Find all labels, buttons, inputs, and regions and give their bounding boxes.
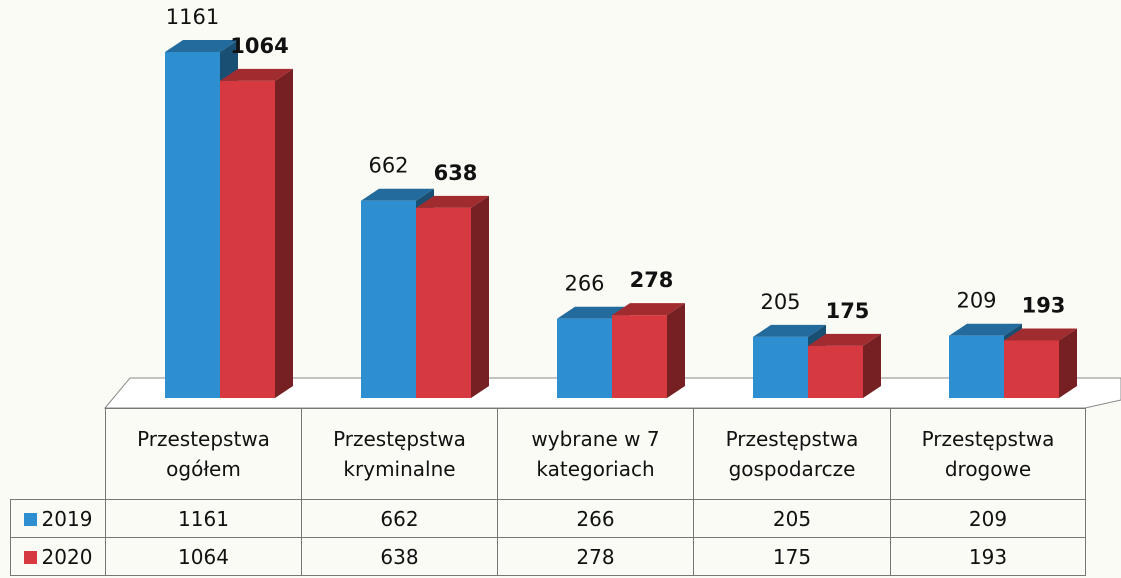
series-row: 2020 1064 638 278 175 193 xyxy=(10,537,1086,576)
table-value: 209 xyxy=(890,499,1086,538)
bar xyxy=(1004,328,1077,398)
legend-label: 2019 xyxy=(41,506,93,531)
bar-front xyxy=(557,318,612,398)
bar-top xyxy=(808,333,881,346)
bar-side xyxy=(667,303,685,398)
bar-top xyxy=(612,303,685,316)
bar-front xyxy=(1004,340,1059,398)
bar-front xyxy=(416,207,471,398)
bar-front xyxy=(753,336,808,398)
category-label: Przestępstwa kryminalne xyxy=(301,408,498,500)
bar-side xyxy=(1059,328,1077,398)
table-value: 662 xyxy=(301,499,498,538)
table-value: 638 xyxy=(301,537,498,576)
bar-front xyxy=(808,345,863,398)
category-label: wybrane w 7 kategoriach xyxy=(497,408,694,500)
data-label: 1161 xyxy=(166,5,219,29)
bar-side xyxy=(471,195,489,398)
bar-top xyxy=(416,195,489,208)
bar-top xyxy=(220,68,293,81)
legend-label: 2020 xyxy=(41,544,93,569)
category-label: Przestępstwa gospodarcze xyxy=(693,408,891,500)
data-label: 1064 xyxy=(230,34,288,58)
bar xyxy=(416,195,489,398)
bar-top xyxy=(557,306,630,319)
legend-swatch xyxy=(23,512,37,526)
bar-top xyxy=(1004,328,1077,341)
table-value: 278 xyxy=(497,537,694,576)
data-label: 278 xyxy=(630,268,674,292)
bar-front xyxy=(165,52,220,398)
header-row: Przestepstwa ogółem Przestępstwa kryminal… xyxy=(11,408,1086,500)
data-label: 175 xyxy=(826,299,870,323)
series-row: 2019 1161 662 266 205 209 xyxy=(10,499,1086,538)
category-label: Przestępstwa drogowe xyxy=(890,408,1086,500)
category-label: Przestepstwa ogółem xyxy=(105,408,302,500)
table-value: 175 xyxy=(693,537,891,576)
legend-entry: 2019 xyxy=(10,499,106,538)
data-label: 662 xyxy=(368,154,408,178)
bar-top xyxy=(753,324,826,337)
data-label: 209 xyxy=(956,289,996,313)
data-label: 205 xyxy=(760,290,800,314)
table-value: 1064 xyxy=(105,537,302,576)
bar xyxy=(808,333,881,398)
bar-front xyxy=(612,315,667,398)
table-value: 205 xyxy=(693,499,891,538)
table-value: 1161 xyxy=(105,499,302,538)
bar-front xyxy=(361,200,416,398)
bar-top xyxy=(361,188,434,201)
bar-side xyxy=(863,333,881,398)
table-value: 193 xyxy=(890,537,1086,576)
data-label: 266 xyxy=(564,272,604,296)
bar-top xyxy=(949,323,1022,336)
bar xyxy=(612,303,685,398)
data-label: 638 xyxy=(434,161,478,185)
bar-front xyxy=(220,80,275,398)
legend-swatch xyxy=(23,550,37,564)
legend-entry: 2020 xyxy=(10,537,106,576)
bar-front xyxy=(949,335,1004,398)
data-table: Przestepstwa ogółem Przestępstwa kryminal… xyxy=(10,408,1086,576)
bar-top xyxy=(165,40,238,52)
bar-side xyxy=(275,68,293,398)
blank-cell xyxy=(11,409,106,500)
table-value: 266 xyxy=(497,499,694,538)
bar xyxy=(220,68,293,398)
data-label: 193 xyxy=(1022,293,1066,317)
